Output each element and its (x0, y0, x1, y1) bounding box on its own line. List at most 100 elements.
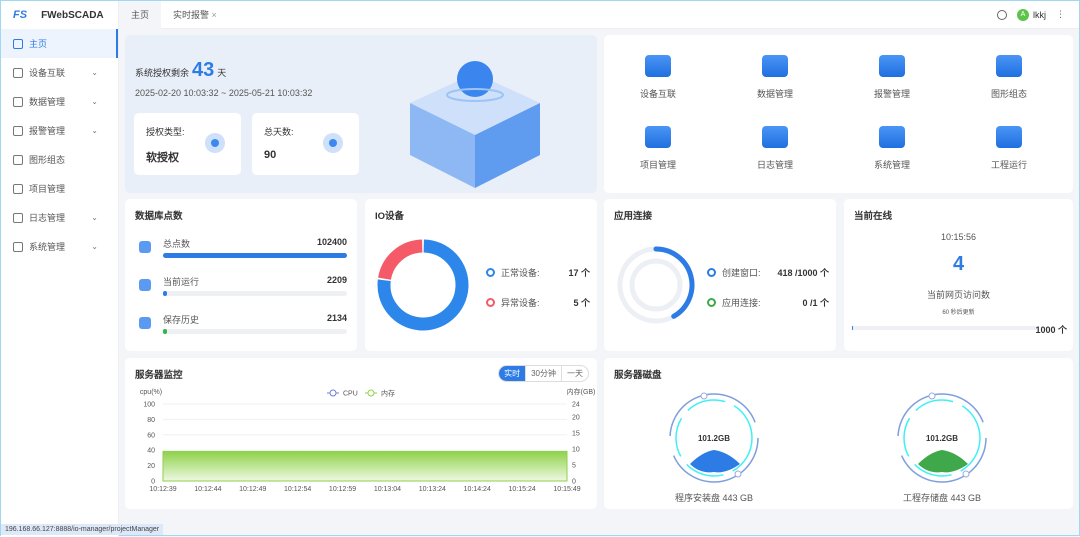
legend-abnormal-devices: 异常设备: 5 个 (486, 296, 590, 309)
db-row-icon (139, 317, 151, 329)
db-row: 总点数 102400 (163, 237, 347, 258)
quick-access-label: 项目管理 (639, 160, 676, 170)
quick-access-label: 报警管理 (873, 89, 910, 99)
data-point (252, 450, 254, 453)
logo: FS FWebSCADA (1, 1, 118, 29)
sidebar-item-6[interactable]: 日志管理 ⌄ (1, 203, 118, 232)
license-range: 2025-02-20 10:03:32 ~ 2025-05-21 10:03:3… (135, 88, 313, 98)
legend-value: 0 /1 个 (802, 298, 829, 308)
x-tick-label: 10:14:24 (464, 486, 491, 493)
right-tick-label: 10 (572, 446, 580, 453)
data-point (207, 450, 209, 453)
right-tick-label: 20 (572, 414, 580, 421)
license-prefix: 系统授权剩余 (135, 68, 190, 78)
avatar[interactable]: A (1017, 8, 1029, 21)
sidebar-item-label: 图形组态 (29, 155, 66, 165)
left-tick-label: 100 (143, 402, 155, 409)
quick-access-item[interactable]: 日志管理 (735, 126, 815, 171)
quick-access-item[interactable]: 系统管理 (852, 126, 932, 171)
app-title: FWebSCADA (41, 9, 104, 21)
data-point (431, 450, 433, 453)
username[interactable]: lkkj (1033, 9, 1046, 20)
sidebar-item-label: 系统管理 (29, 242, 66, 252)
tab-home[interactable]: 主页 (119, 0, 162, 29)
normal-segment (377, 239, 469, 331)
data-point (162, 450, 164, 453)
right-tick-label: 24 (572, 402, 580, 409)
total-days-value: 90 (264, 149, 277, 161)
gear-icon (13, 241, 23, 252)
window-ring-fill (653, 246, 695, 319)
range-30min-button[interactable]: 30分钟 (525, 366, 561, 381)
range-day-button[interactable]: 一天 (561, 366, 588, 381)
quick-access-item[interactable]: 报警管理 (852, 55, 932, 100)
server-monitor-chart: cpu(%) 内存(GB) 0 20 40 60 80 100 0 5 10 15 20 24 10:12:… (140, 387, 596, 493)
disk-gauge (669, 392, 759, 483)
online-count: 4 (952, 253, 965, 275)
tab-label: 实时报警 (173, 10, 210, 20)
license-days: 43 (192, 59, 215, 81)
quick-access-label: 工程运行 (990, 160, 1027, 170)
right-axis-label: 内存(GB) (567, 387, 596, 396)
legend-marker-icon (329, 389, 337, 397)
db-row-progress (163, 329, 347, 334)
online-progress (852, 326, 1037, 330)
data-point (297, 450, 299, 453)
range-realtime-button[interactable]: 实时 (499, 366, 526, 381)
legend-value: 17 个 (568, 268, 590, 278)
legend-normal-devices: 正常设备: 17 个 (486, 266, 590, 279)
sidebar-item-label: 数据管理 (29, 97, 66, 107)
abnormal-segment (378, 239, 423, 281)
sidebar-item-label: 项目管理 (29, 184, 66, 194)
connection-dot-icon (707, 298, 716, 307)
legend-label: 正常设备: (501, 268, 540, 278)
tab-realtime-alarm[interactable]: 实时报警 × (161, 1, 229, 29)
quick-access-item[interactable]: 工程运行 (969, 126, 1049, 171)
data-icon (13, 96, 23, 107)
quick-access-label: 设备互联 (639, 89, 676, 99)
x-tick-label: 10:15:24 (508, 486, 535, 493)
quick-access-item[interactable]: 项目管理 (618, 126, 698, 171)
x-tick-label: 10:12:59 (329, 486, 356, 493)
left-axis-label: cpu(%) (140, 389, 162, 396)
db-row: 保存历史 2134 (163, 313, 347, 334)
online-card: 当前在线 10:15:56 4 当前网页访问数 60 秒后更新 1000 个 (844, 199, 1073, 351)
sidebar-item-5[interactable]: 项目管理 (1, 174, 118, 203)
connection-ring-track (629, 258, 683, 312)
sidebar-item-2[interactable]: 数据管理 ⌄ (1, 87, 118, 116)
quick-access-item[interactable]: 设备互联 (618, 55, 698, 100)
current-time: 10:15:56 (940, 232, 977, 242)
sidebar-item-0[interactable]: 主页 (1, 29, 118, 58)
quick-access-label: 系统管理 (873, 160, 910, 170)
quick-access-label: 日志管理 (756, 160, 793, 170)
right-tick-label: 15 (572, 430, 580, 437)
close-icon[interactable]: × (211, 9, 217, 20)
app-connection-card: 应用连接 创建窗口: 418 /1000 个 应用连接: 0 /1 个 (604, 199, 836, 351)
online-max: 1000 个 (1035, 325, 1067, 335)
sidebar-item-4[interactable]: 图形组态 (1, 145, 118, 174)
db-row-icon (139, 279, 151, 291)
more-icon[interactable]: ⋮ (1056, 9, 1065, 19)
right-tick-label: 5 (572, 462, 576, 469)
legend-value: 5 个 (573, 298, 590, 308)
data-point (566, 450, 568, 453)
logo-mark: FS (13, 9, 28, 21)
status-bar-url: 196.168.66.127:8888/io-manager/projectMa… (1, 524, 164, 535)
quick-access-item[interactable]: 图形组态 (969, 55, 1049, 100)
quick-access-item[interactable]: 数据管理 (735, 55, 815, 100)
module-icon (762, 126, 788, 148)
sidebar-item-1[interactable]: 设备互联 ⌄ (1, 58, 118, 87)
disk-label: 程序安装盘 443 GB (674, 493, 754, 503)
cube-illustration (410, 61, 540, 188)
card-title: 数据库点数 (135, 211, 183, 222)
db-row-value: 2134 (326, 313, 347, 323)
legend-label: CPU (343, 391, 358, 398)
license-type-value: 软授权 (146, 152, 179, 164)
chevron-down-icon: ⌄ (91, 126, 98, 135)
sidebar-item-7[interactable]: 系统管理 ⌄ (1, 232, 118, 261)
db-row-label: 总点数 (163, 239, 191, 249)
sidebar-item-3[interactable]: 报警管理 ⌄ (1, 116, 118, 145)
info-icon[interactable] (997, 9, 1007, 20)
window-dot-icon (707, 268, 716, 277)
legend-label: 应用连接: (722, 298, 761, 308)
